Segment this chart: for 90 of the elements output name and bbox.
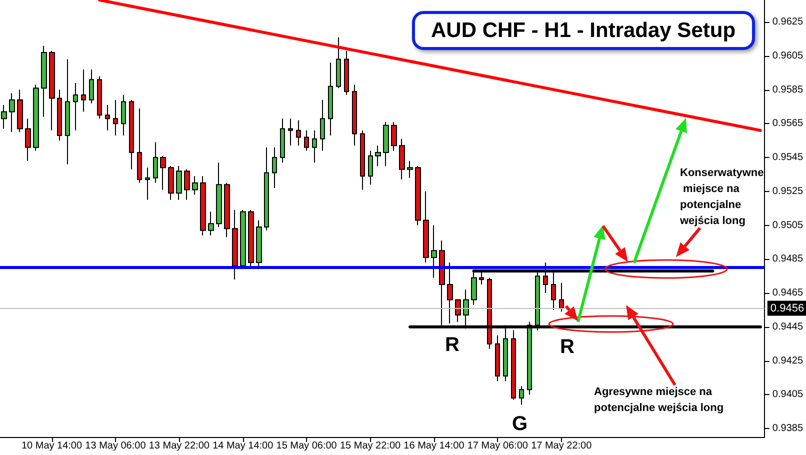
text: AUD CHF - H1 - Intraday Setup: [431, 19, 736, 42]
annotation: R: [560, 336, 575, 358]
candlestick: [97, 76, 102, 120]
y-tick-label: 0.9425: [772, 355, 804, 366]
candlestick: [25, 118, 31, 162]
candlestick: [49, 50, 55, 131]
candlestick: [328, 62, 333, 136]
x-tick-label: 15 May 06:00: [276, 440, 338, 452]
ref-line-label: 0.9456: [770, 302, 804, 314]
annotation: Agresywne miejsce na potencjalne wejścia long: [594, 386, 724, 414]
candlestick: [57, 89, 62, 142]
candlestick: [415, 165, 421, 226]
y-tick-label: 0.9585: [772, 84, 804, 96]
y-tick-label: 0.9465: [772, 288, 804, 299]
x-tick-label: 14 May 14:00: [212, 440, 274, 452]
candlestick: [240, 210, 246, 268]
candlestick: [344, 50, 349, 96]
candlestick: [383, 121, 389, 166]
candlestick: [296, 120, 301, 146]
candlestick: [105, 104, 110, 131]
candlestick: [113, 99, 118, 136]
y-tick-label: 0.9445: [772, 321, 804, 332]
candlestick: [224, 182, 230, 238]
candlestick: [447, 262, 453, 324]
candlestick: [176, 165, 182, 200]
candlestick: [41, 45, 47, 118]
candlestick: [368, 150, 373, 186]
candlestick: [312, 130, 317, 164]
candlestick: [232, 210, 238, 280]
x-tick-label: 13 May 22:00: [148, 440, 210, 452]
candlestick: [153, 142, 158, 184]
y-tick-label: 0.9505: [772, 220, 804, 231]
candlestick: [208, 211, 214, 236]
candlestick: [320, 99, 325, 152]
x-tick-label: 17 May 06:00: [467, 440, 528, 452]
candlestick: [288, 118, 293, 146]
candlestick: [160, 155, 166, 190]
y-tick-label: 0.9605: [772, 50, 804, 62]
candlestick: [121, 94, 126, 136]
candlestick: [81, 68, 86, 112]
candlestick: [407, 160, 413, 178]
candlestick: [73, 82, 78, 131]
candlestick: [65, 58, 70, 165]
candlestick: [352, 84, 357, 146]
candlestick: [272, 146, 277, 189]
candlestick: [168, 165, 174, 200]
candlestick: [248, 210, 254, 268]
candlestick: [256, 220, 262, 266]
candlestick: [559, 282, 564, 312]
candlestick: [137, 108, 142, 184]
candlestick: [17, 89, 23, 133]
candlestick: [1, 104, 7, 130]
candlestick: [511, 330, 516, 400]
y-tick-label: 0.9625: [772, 16, 804, 28]
y-tick-label: 0.9485: [772, 254, 804, 265]
x-tick-label: 16 May 14:00: [404, 440, 465, 452]
candlestick: [129, 99, 134, 170]
y-tick-label: 0.9565: [772, 118, 804, 130]
y-tick-label: 0.9525: [772, 186, 804, 197]
annotation: Konserwatywne miejsce na potencjalne wejścia long: [679, 167, 764, 227]
x-tick-label: 13 May 06:00: [85, 440, 146, 452]
candlestick: [519, 386, 524, 406]
candlestick: [184, 168, 190, 200]
candlestick: [336, 36, 341, 89]
candlestick: [431, 224, 437, 278]
candlestick: [192, 176, 198, 196]
candlestick: [455, 299, 461, 322]
candlestick: [33, 84, 39, 152]
x-tick-label: 10 May 14:00: [21, 440, 82, 452]
annotation: R: [445, 334, 460, 356]
y-tick-label: 0.9405: [772, 389, 804, 400]
candlestick: [216, 162, 222, 228]
candlestick: [9, 92, 15, 133]
candlestick: [360, 130, 365, 190]
candlestick: [423, 190, 429, 264]
candlestick: [264, 146, 269, 231]
candlestick: [399, 138, 405, 180]
x-tick-label: 15 May 22:00: [340, 440, 401, 452]
candlestick: [89, 68, 94, 104]
x-tick-label: 17 May 22:00: [531, 440, 592, 452]
y-tick-label: 0.9385: [772, 423, 804, 434]
candlestick: [495, 334, 500, 382]
candlestick: [375, 145, 381, 166]
candlestick: [280, 118, 285, 164]
y-tick-label: 0.9545: [772, 152, 804, 164]
annotation: G: [512, 413, 528, 435]
candlestick: [304, 130, 309, 152]
candlestick: [391, 121, 397, 152]
candlestick: [145, 167, 150, 200]
candlestick: [200, 176, 206, 236]
